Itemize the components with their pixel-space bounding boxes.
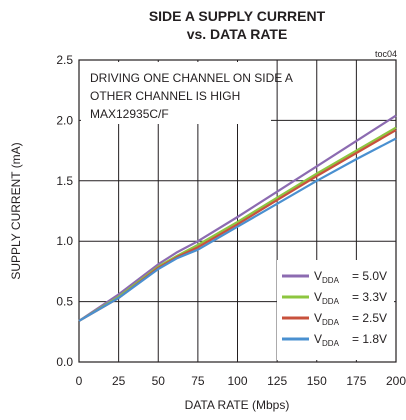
legend-item: VDDA = 2.5V — [282, 311, 387, 327]
annotation-line-2: OTHER CHANNEL IS HIGH — [90, 89, 240, 103]
legend-item: VDDA = 5.0V — [282, 269, 387, 285]
legend-label: VDDA = 3.3V — [314, 290, 387, 306]
y-tick-labels: 0.0 0.5 1.0 1.5 2.0 2.5 — [56, 53, 73, 369]
x-tick-labels: 0 25 50 75 100 125 150 175 200 — [76, 374, 406, 388]
x-tick-label: 175 — [346, 374, 366, 388]
series-line-3 — [78, 137, 397, 322]
y-tick-label: 2.0 — [56, 113, 73, 127]
x-tick-label: 75 — [191, 374, 205, 388]
legend-label: VDDA = 2.5V — [314, 311, 387, 327]
x-tick-label: 200 — [386, 374, 406, 388]
annotation-background — [81, 62, 271, 124]
legend-label: VDDA = 5.0V — [314, 269, 387, 285]
x-tick-label: 50 — [152, 374, 166, 388]
x-tick-label: 150 — [307, 374, 327, 388]
legend: VDDA = 5.0V VDDA = 3.3V VDDA = 2.5V VDDA = 1.8V — [277, 260, 394, 360]
annotation-line-3: MAX12935C/F — [90, 107, 169, 121]
series-layer — [78, 114, 397, 322]
chart-title-line1: SIDE A SUPPLY CURRENT — [149, 8, 326, 24]
x-axis-label: DATA RATE (Mbps) — [185, 398, 290, 412]
y-tick-label: 2.5 — [56, 53, 73, 67]
y-tick-label: 0.0 — [56, 355, 73, 369]
x-tick-label: 0 — [76, 374, 83, 388]
series-line-0 — [78, 114, 397, 322]
figure-id: toc04 — [375, 49, 397, 59]
y-axis-label: SUPPLY CURRENT (mA) — [9, 142, 23, 279]
y-tick-label: 1.5 — [56, 174, 73, 188]
x-tick-label: 25 — [112, 374, 126, 388]
legend-label: VDDA = 1.8V — [314, 332, 387, 348]
chart-title-line2: vs. DATA RATE — [187, 26, 288, 42]
x-tick-label: 100 — [227, 374, 247, 388]
annotation-line-1: DRIVING ONE CHANNEL ON SIDE A — [90, 71, 293, 85]
y-tick-label: 0.5 — [56, 295, 73, 309]
legend-item: VDDA = 1.8V — [282, 332, 387, 348]
annotation-block: DRIVING ONE CHANNEL ON SIDE A OTHER CHAN… — [81, 62, 293, 124]
x-tick-label: 125 — [267, 374, 287, 388]
plot-frame — [78, 59, 397, 363]
legend-item: VDDA = 3.3V — [282, 290, 387, 306]
y-tick-label: 1.0 — [56, 234, 73, 248]
